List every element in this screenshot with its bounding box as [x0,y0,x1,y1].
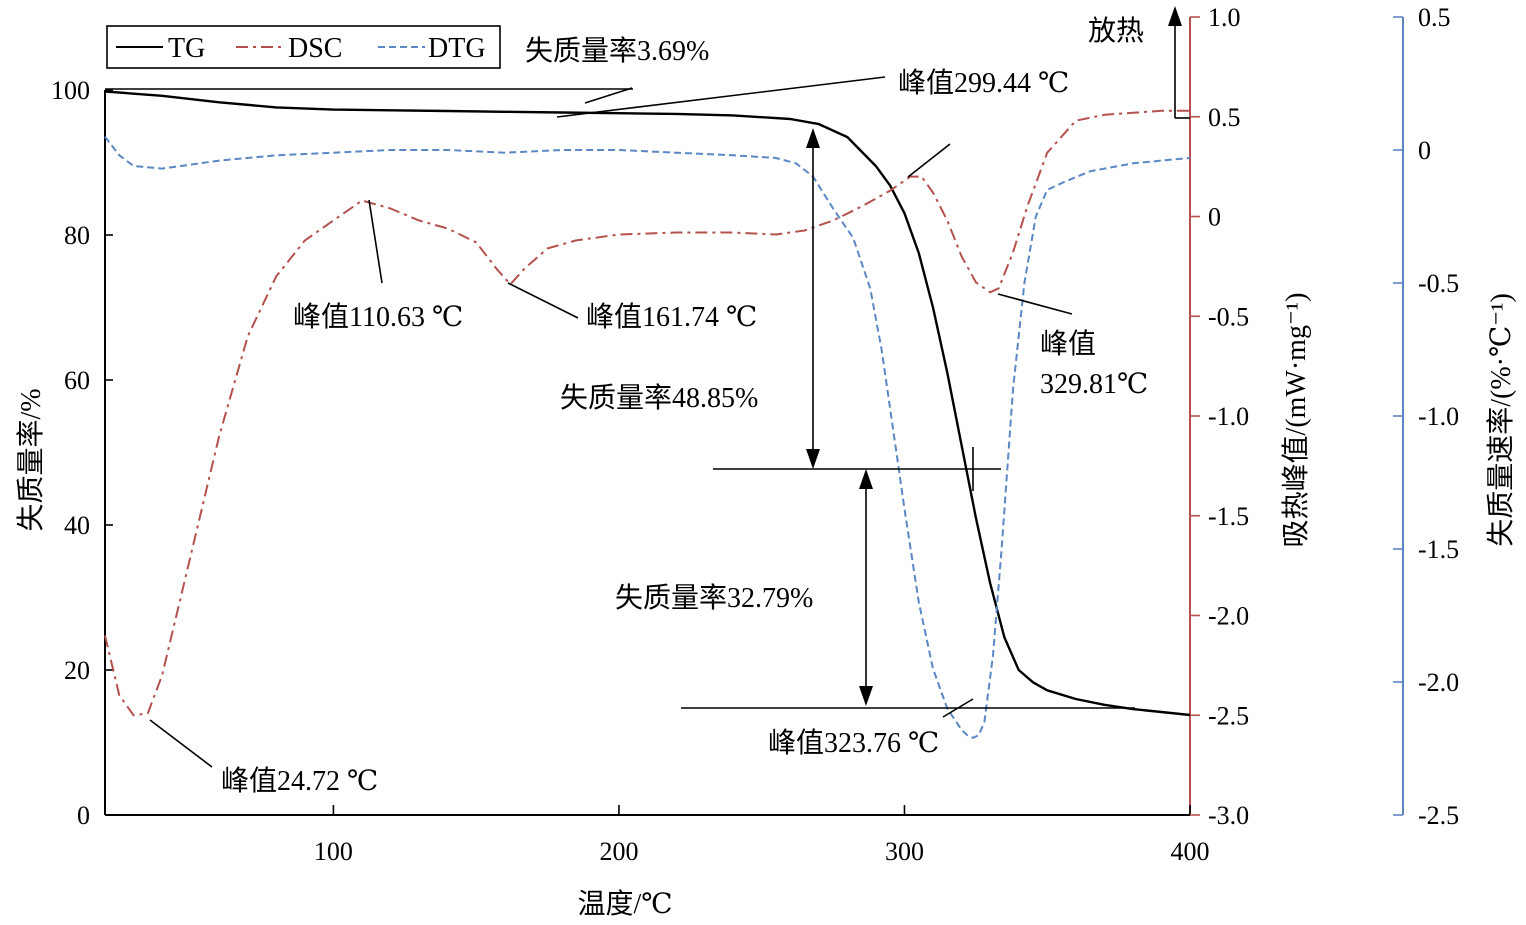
series-layer [104,90,1191,739]
annotation-peak-299-44: 峰值299.44 ℃ [898,67,1069,99]
x-tick-label: 200 [599,837,638,866]
y-right2-tick-label: 0.5 [1418,3,1451,32]
y-right2-tick-label: -1.5 [1418,535,1459,564]
x-tick-label: 300 [885,837,924,866]
leader-line-24 [149,719,213,768]
y-right1-axis-label: 吸热峰值/(mW·mg⁻¹) [1280,293,1312,548]
leader-line-329 [997,293,1073,315]
arrow-48-85-head-down [806,449,820,469]
y-right1-tick-label: 0 [1208,203,1221,232]
annotation-lines [105,20,1190,768]
annotation-texts: 放热 失质量率3.69% 峰值299.44 ℃ 峰值110.63 ℃ 峰值161… [221,15,1148,797]
annotation-peak-329-81-line2: 329.81℃ [1040,369,1148,400]
legend-label-tg: TG [168,33,205,64]
y-right1-tick-label: -3.0 [1208,801,1249,830]
y-right1-axis-ticks: -3.0 -2.5 -2.0 -1.5 -1.0 -0.5 0 0.5 1.0 [1190,3,1249,830]
leader-line-299 [556,76,886,118]
y-right2-tick-label: -2.0 [1418,668,1459,697]
annotation-peak-323-76: 峰值323.76 ℃ [768,727,939,759]
leader-line-3-69 [584,87,633,104]
x-axis-ticks: 100 200 300 400 [314,805,1210,866]
annotation-mass-loss-32-79: 失质量率32.79% [615,582,813,614]
legend-label-dtg: DTG [428,33,486,64]
annotation-peak-329-81-line1: 峰值 [1040,328,1096,360]
y-right2-axis-label: 失质量速率/(%·℃⁻¹) [1485,293,1517,547]
y-right1-tick-label: 1.0 [1208,3,1241,32]
legend-label-dsc: DSC [288,33,342,64]
annotation-mass-loss-3-69: 失质量率3.69% [525,35,709,67]
legend-box [106,25,501,69]
leader-line-110 [368,199,383,284]
annotation-peak-24-72: 峰值24.72 ℃ [221,765,378,797]
exo-arrow-head [1168,6,1182,26]
y-left-tick-label: 40 [64,511,90,540]
y-right1-tick-label: -1.5 [1208,502,1249,531]
y-right1-tick-label: -2.5 [1208,701,1249,730]
arrow-32-79-head-up [859,469,873,489]
y-right2-tick-label: -1.0 [1418,402,1459,431]
arrow-48-85-head-up [806,128,820,148]
legend: TG DSC DTG [106,25,501,69]
y-left-tick-label: 60 [64,366,90,395]
y-left-tick-label: 20 [64,656,90,685]
y-right2-tick-label: -0.5 [1418,269,1459,298]
annotation-peak-110-63: 峰值110.63 ℃ [293,301,463,333]
arrow-32-79-head-down [859,686,873,706]
y-left-tick-label: 80 [64,221,90,250]
y-right2-tick-label: 0 [1418,136,1431,165]
x-axis-label: 温度/℃ [577,888,672,920]
annotation-peak-161-74: 峰值161.74 ℃ [586,301,757,333]
y-left-axis-ticks: 0 20 40 60 80 100 [51,76,113,830]
y-right2-axis-ticks: -2.5 -2.0 -1.5 -1.0 -0.5 0 0.5 [1393,3,1459,830]
y-left-tick-label: 100 [51,76,90,105]
series-line-dtg [104,136,1191,739]
x-tick-label: 100 [314,837,353,866]
leader-line-161 [507,282,579,319]
y-right1-tick-label: -0.5 [1208,302,1249,331]
y-right2-tick-label: -2.5 [1418,801,1459,830]
annotation-mass-loss-48-85: 失质量率48.85% [560,382,758,414]
y-right1-tick-label: 0.5 [1208,103,1241,132]
x-tick-label: 400 [1171,837,1210,866]
y-right1-tick-label: -1.0 [1208,402,1249,431]
y-left-axis-label: 失质量率/% [15,388,47,531]
leader-line-299-b [907,143,951,178]
y-left-tick-label: 0 [77,801,90,830]
exo-label: 放热 [1088,15,1144,47]
arrowheads [806,6,1182,706]
y-right1-tick-label: -2.0 [1208,602,1249,631]
series-line-tg [104,90,1191,717]
